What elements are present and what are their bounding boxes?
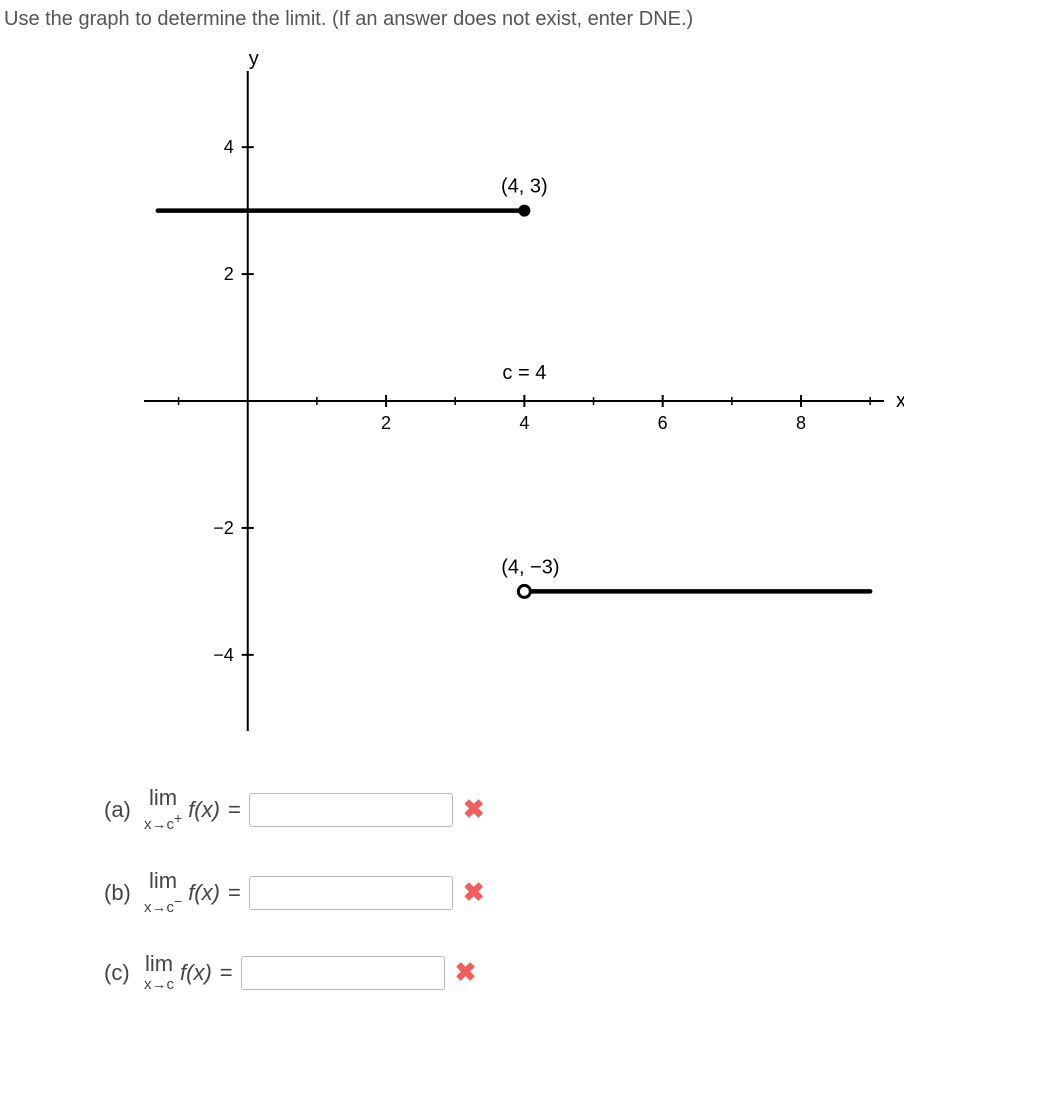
answer-input-a[interactable] xyxy=(249,793,453,827)
limit-subscript: x→c+ xyxy=(144,811,182,832)
equals-sign: = xyxy=(228,880,241,906)
svg-text:x: x xyxy=(896,390,904,412)
svg-text:2: 2 xyxy=(381,413,391,433)
svg-text:(4, −3): (4, −3) xyxy=(501,556,559,578)
answer-input-b[interactable] xyxy=(249,876,453,910)
limit-notation: lim x→c− xyxy=(144,870,182,915)
svg-text:(4, 3): (4, 3) xyxy=(501,176,548,198)
equals-sign: = xyxy=(228,797,241,823)
fx-text: f(x) xyxy=(188,797,220,823)
fx-text: f(x) xyxy=(188,880,220,906)
limit-notation: lim x→c+ xyxy=(144,787,182,832)
fx-text: f(x) xyxy=(180,960,212,986)
svg-text:4: 4 xyxy=(224,137,234,157)
svg-text:y: y xyxy=(249,51,259,70)
question-c: (c) lim x→c f(x) = ✖ xyxy=(104,953,1058,992)
svg-text:−4: −4 xyxy=(213,645,234,665)
question-letter: (c) xyxy=(104,960,144,986)
incorrect-icon: ✖ xyxy=(463,794,485,825)
svg-text:c = 4: c = 4 xyxy=(502,362,546,384)
questions-block: (a) lim x→c+ f(x) = ✖ (b) lim x→c− f(x) … xyxy=(104,787,1058,992)
limit-subscript: x→c− xyxy=(144,894,182,915)
graph-svg: 2 4 6 8 −4 −2 2 4 y x c = 4 (4, 3) (4, −3) xyxy=(124,51,904,751)
lim-word: lim xyxy=(149,787,177,809)
equals-sign: = xyxy=(220,960,233,986)
lim-word: lim xyxy=(149,870,177,892)
svg-text:6: 6 xyxy=(658,413,668,433)
lim-word: lim xyxy=(145,953,173,975)
incorrect-icon: ✖ xyxy=(455,957,477,988)
question-letter: (b) xyxy=(104,880,144,906)
question-b: (b) lim x→c− f(x) = ✖ xyxy=(104,870,1058,915)
limit-subscript: x→c xyxy=(144,977,174,992)
question-letter: (a) xyxy=(104,797,144,823)
limit-notation: lim x→c xyxy=(144,953,174,992)
svg-text:4: 4 xyxy=(519,413,529,433)
svg-text:8: 8 xyxy=(796,413,806,433)
incorrect-icon: ✖ xyxy=(463,877,485,908)
question-a: (a) lim x→c+ f(x) = ✖ xyxy=(104,787,1058,832)
graph-container: 2 4 6 8 −4 −2 2 4 y x c = 4 (4, 3) (4, −3) xyxy=(124,51,1058,757)
answer-input-c[interactable] xyxy=(241,956,445,990)
svg-text:2: 2 xyxy=(224,264,234,284)
svg-text:−2: −2 xyxy=(213,518,234,538)
prompt-text: Use the graph to determine the limit. (I… xyxy=(4,8,1058,31)
